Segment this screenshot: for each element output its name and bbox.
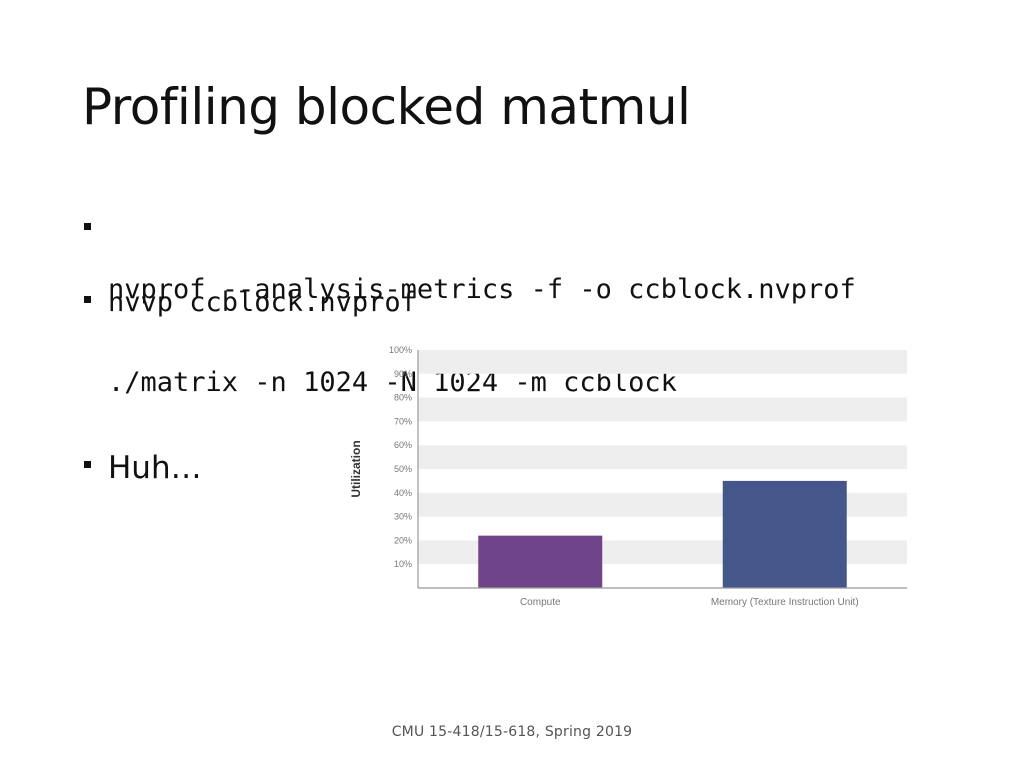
bar-memory <box>722 480 847 588</box>
nvprof-command-line-1: nvprof --analysis-metrics -f -o ccblock.… <box>108 274 856 305</box>
y-axis-title: Utilization <box>349 440 363 497</box>
bar-compute <box>478 535 603 588</box>
bullet-square-icon <box>84 296 91 303</box>
y-tick-label: 80% <box>394 393 412 403</box>
grid-band <box>418 350 907 374</box>
bullet-nvprof-command: nvprof --analysis-metrics -f -o ccblock.… <box>84 212 856 460</box>
y-tick-label: 60% <box>394 440 412 450</box>
y-tick-label: 50% <box>394 464 412 474</box>
bullet-huh: Huh… <box>84 450 202 486</box>
y-tick-label: 10% <box>394 559 412 569</box>
utilization-bar-chart: 10% 20% 30% 40% 50% 60% 70% 80% 90% 100% Compute Me… <box>349 345 907 608</box>
slide-title: Profiling blocked matmul <box>82 78 691 136</box>
bullet-square-icon <box>84 223 91 230</box>
y-tick-label: 40% <box>394 488 412 498</box>
bullet-square-icon <box>84 461 91 468</box>
grid-band <box>418 445 907 469</box>
x-category-label: Memory (Texture Instruction Unit) <box>711 597 859 608</box>
y-tick-label: 90% <box>394 369 412 379</box>
y-tick-label: 100% <box>389 345 412 355</box>
grid-band <box>418 397 907 422</box>
y-tick-label: 70% <box>394 416 412 426</box>
slide-footer: CMU 15-418/15-618, Spring 2019 <box>391 724 633 740</box>
nvvp-command-line: nvvp ccblock.nvprof <box>108 287 417 318</box>
y-tick-label: 30% <box>394 512 412 522</box>
y-tick-label: 20% <box>394 535 412 545</box>
bullet-nvvp-command: nvvp ccblock.nvprof <box>84 287 417 318</box>
nvprof-command-text: nvprof --analysis-metrics -f -o ccblock.… <box>108 212 856 460</box>
x-category-label: Compute <box>520 597 561 608</box>
huh-text: Huh… <box>108 450 202 486</box>
